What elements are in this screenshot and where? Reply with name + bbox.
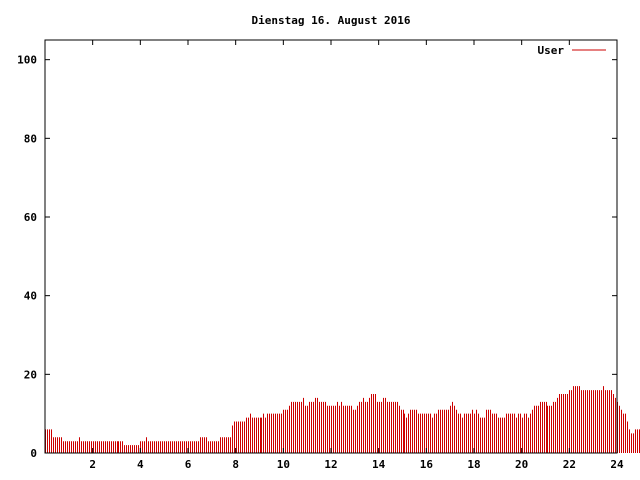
plot-frame [44, 39, 618, 454]
x-tick-label: 14 [372, 458, 386, 471]
y-tick-label: 100 [17, 54, 37, 67]
y-tick-label: 40 [24, 290, 37, 303]
y-tick-label: 60 [24, 211, 37, 224]
x-tick-label: 16 [420, 458, 434, 471]
x-tick-label: 10 [277, 458, 290, 471]
legend: User [538, 44, 606, 57]
x-tick-label: 24 [610, 458, 624, 471]
bar-series-user [45, 386, 640, 453]
x-tick-label: 18 [467, 458, 480, 471]
y-tick-label: 80 [24, 132, 37, 145]
x-tick-label: 22 [563, 458, 576, 471]
chart-title: Dienstag 16. August 2016 [252, 14, 411, 27]
x-tick-label: 20 [515, 458, 528, 471]
x-tick-label: 12 [324, 458, 337, 471]
x-tick-label: 2 [89, 458, 96, 471]
x-tick-label: 8 [232, 458, 239, 471]
x-tick-label: 4 [137, 458, 144, 471]
legend-label-user: User [538, 44, 565, 57]
y-tick-label: 20 [24, 368, 37, 381]
y-tick-label: 0 [30, 447, 37, 460]
x-tick-label: 6 [185, 458, 192, 471]
